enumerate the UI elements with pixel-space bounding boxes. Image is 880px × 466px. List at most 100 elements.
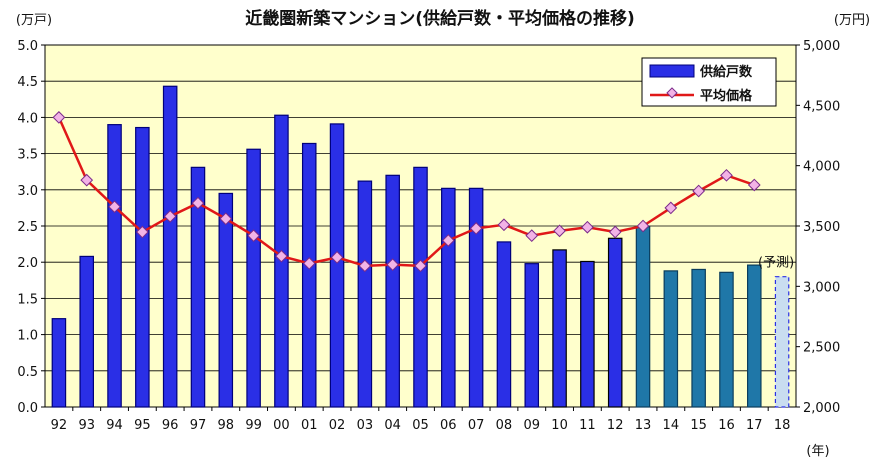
- left-tick-label: 0.0: [17, 401, 38, 416]
- right-axis: 2,000 2,500 3,000 3,500 4,000 4,500 5,000: [796, 39, 840, 416]
- bar: [385, 174, 400, 408]
- price-point: [720, 168, 733, 182]
- bar: [719, 271, 734, 408]
- bar: [524, 263, 540, 408]
- bar: [190, 166, 206, 408]
- bar: [107, 124, 122, 408]
- x-tick-label: 98: [218, 418, 235, 433]
- x-tick-label: 17: [746, 418, 763, 433]
- x-tick-label: 12: [607, 418, 624, 433]
- left-tick-label: 3.0: [17, 184, 38, 199]
- price-point: [52, 111, 66, 124]
- bar: [357, 180, 373, 408]
- x-tick-label: 94: [106, 418, 123, 433]
- x-tick-label: 14: [663, 418, 680, 433]
- left-tick-label: 4.5: [17, 75, 38, 90]
- bar: [774, 276, 790, 408]
- price-point: [525, 229, 539, 243]
- left-tick-label: 2.5: [17, 220, 38, 235]
- x-axis: 92 93 94 95 96 97 98 99 00 01 02 03 04 05 06 07 08 09 10 11…: [51, 407, 791, 433]
- price-point: [108, 200, 121, 214]
- bar: [413, 166, 428, 408]
- price-point: [664, 201, 678, 215]
- right-tick-label: 2,000: [803, 401, 840, 416]
- x-tick-label: 03: [357, 418, 374, 433]
- x-tick-label: 11: [579, 418, 596, 433]
- price-point: [80, 173, 94, 187]
- x-tick-label: 01: [301, 418, 318, 433]
- left-tick-label: 2.0: [17, 256, 38, 271]
- x-tick-label: 96: [162, 418, 179, 433]
- bar: [246, 148, 261, 408]
- left-tick-label: 5.0: [17, 39, 38, 54]
- legend: 供給戸数 平均価格: [641, 57, 777, 107]
- line-series: [52, 111, 761, 273]
- bar: [329, 123, 345, 408]
- price-point: [414, 259, 427, 273]
- left-tick-label: 1.0: [17, 329, 38, 344]
- x-tick-label: 06: [440, 418, 457, 433]
- x-tick-label: 13: [635, 418, 652, 433]
- bar: [663, 270, 679, 408]
- price-point: [191, 196, 205, 210]
- price-point: [330, 251, 344, 264]
- price-point: [441, 234, 455, 247]
- right-tick-label: 2,500: [803, 341, 840, 356]
- x-tick-label: 10: [551, 418, 568, 433]
- price-point: [553, 224, 566, 238]
- x-tick-label: 92: [51, 418, 68, 433]
- left-tick-label: 1.5: [17, 292, 38, 307]
- forecast-annotation: (予測): [758, 256, 794, 271]
- price-point: [163, 209, 177, 223]
- left-tick-label: 3.5: [17, 148, 38, 163]
- price-point: [358, 259, 372, 273]
- price-point: [636, 219, 650, 233]
- left-tick-label: 4.0: [17, 111, 38, 126]
- price-point: [247, 229, 260, 243]
- x-tick-label: 97: [190, 418, 207, 433]
- bar: [135, 126, 150, 408]
- price-point: [581, 220, 594, 234]
- price-point: [275, 249, 288, 263]
- right-tick-label: 4,000: [803, 160, 840, 175]
- x-tick-label: 18: [774, 418, 791, 433]
- right-tick-label: 3,000: [803, 280, 840, 295]
- price-point: [386, 258, 400, 271]
- price-point: [747, 178, 761, 192]
- bar: [691, 268, 706, 408]
- bar: [162, 85, 178, 408]
- price-point: [497, 218, 511, 232]
- bar: [580, 260, 595, 408]
- x-tick-label: 95: [134, 418, 151, 433]
- bar: [496, 241, 512, 408]
- bar: [79, 255, 94, 408]
- legend-line-marker: [666, 87, 678, 99]
- x-tick-label: 09: [523, 418, 540, 433]
- legend-bar-swatch: [649, 64, 695, 78]
- x-tick-label: 16: [718, 418, 735, 433]
- x-tick-label: 04: [384, 418, 401, 433]
- bar: [607, 237, 623, 408]
- left-axis: 0.0 0.5 1.0 1.5 2.0 2.5 3.0 3.5 4.0 4.5 5.0: [17, 39, 45, 416]
- right-tick-label: 5,000: [803, 39, 840, 54]
- bar: [441, 187, 456, 408]
- price-point: [302, 257, 316, 270]
- legend-line-label: 平均価格: [700, 88, 753, 104]
- x-tick-label: 07: [468, 418, 485, 433]
- x-tick-label: 99: [245, 418, 262, 433]
- price-point: [469, 222, 483, 235]
- x-tick-label: 05: [412, 418, 429, 433]
- left-axis-unit: (万戸): [16, 13, 52, 28]
- price-point: [608, 225, 622, 239]
- x-tick-label: 02: [329, 418, 346, 433]
- right-tick-label: 4,500: [803, 99, 840, 114]
- bar-series: [51, 85, 790, 408]
- bar: [301, 142, 317, 408]
- legend-bar-label: 供給戸数: [699, 64, 753, 80]
- chart-title: 近畿圏新築マンション(供給戸数・平均価格の推移): [245, 8, 635, 29]
- right-axis-unit: (万円): [834, 13, 870, 28]
- bar: [552, 249, 567, 408]
- bar: [218, 192, 234, 408]
- price-point: [219, 212, 233, 226]
